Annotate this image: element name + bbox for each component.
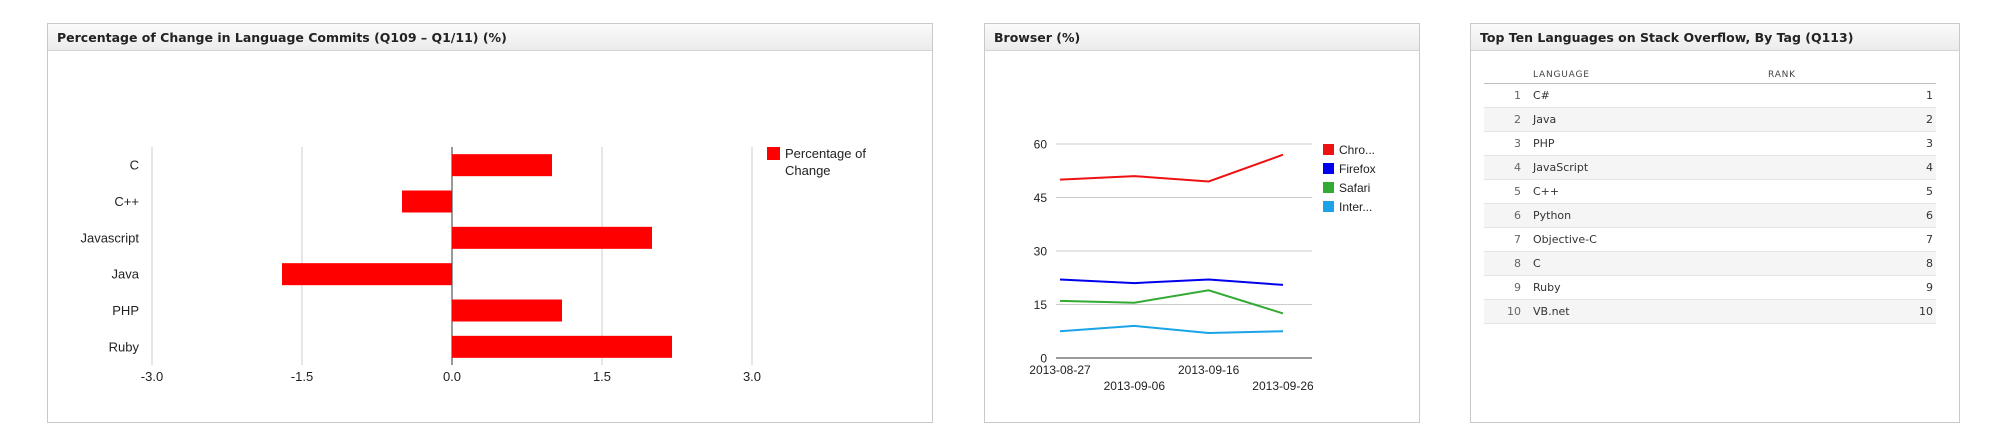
browser-line-chart: 0 15 30 45 60 2013-08-27 2013-09-06 2013-09-16 2… — [1029, 138, 1376, 394]
table-row: 3 PHP 3 — [1484, 131, 1936, 156]
row-rank: 4 — [1768, 155, 1936, 180]
series-line — [1059, 324, 1284, 335]
category-label: C — [130, 158, 139, 173]
legend-swatch — [1323, 201, 1334, 212]
table-header-row: LANGUAGE RANK — [1484, 66, 1936, 84]
row-index: 9 — [1484, 275, 1533, 300]
languages-table: LANGUAGE RANK 1 C# 1 2 Java 2 3 PHP 3 4 JavaScript… — [1484, 66, 1936, 324]
row-index: 1 — [1484, 83, 1533, 108]
y-tick-label: 60 — [1034, 138, 1048, 152]
category-label: Java — [112, 267, 140, 282]
category-label: Ruby — [109, 339, 140, 354]
legend-label: Safari — [1339, 181, 1370, 195]
x-tick-label: 0.0 — [443, 369, 461, 384]
x-tick-label: 3.0 — [743, 369, 761, 384]
bar — [402, 190, 452, 213]
x-tick-label: 2013-09-06 — [1104, 379, 1166, 393]
legend-swatch — [1323, 182, 1334, 193]
category-label: C++ — [114, 194, 139, 209]
y-tick-label: 30 — [1034, 245, 1048, 259]
x-tick-label: 2013-09-16 — [1178, 363, 1240, 377]
legend-label: Inter... — [1339, 200, 1372, 214]
x-tick-label: -3.0 — [141, 369, 163, 384]
browser-widget: Browser (%) 0 15 30 45 60 2013-08-27 2013-09-0… — [984, 23, 1420, 423]
table-row: 1 C# 1 — [1484, 83, 1936, 108]
legend-label: Chro... — [1339, 143, 1375, 157]
table-row: 2 Java 2 — [1484, 107, 1936, 132]
row-index: 4 — [1484, 155, 1533, 180]
row-rank: 3 — [1768, 131, 1936, 156]
y-tick-label: 0 — [1040, 352, 1047, 366]
row-rank: 8 — [1768, 251, 1936, 276]
index-column-header — [1484, 66, 1533, 84]
bar — [452, 226, 652, 249]
row-rank: 2 — [1768, 107, 1936, 132]
row-index: 7 — [1484, 227, 1533, 252]
table-row: 6 Python 6 — [1484, 203, 1936, 228]
y-tick-label: 45 — [1034, 191, 1048, 205]
series-line — [1059, 278, 1284, 286]
row-rank: 10 — [1768, 299, 1936, 324]
row-language: Ruby — [1533, 275, 1768, 300]
row-language: Java — [1533, 107, 1768, 132]
row-rank: 5 — [1768, 179, 1936, 204]
legend-label: Change — [785, 163, 831, 178]
commits-widget: Percentage of Change in Language Commits… — [47, 23, 933, 423]
row-index: 10 — [1484, 299, 1533, 324]
row-language: C++ — [1533, 179, 1768, 204]
row-index: 2 — [1484, 107, 1533, 132]
x-tick-label: 1.5 — [593, 369, 611, 384]
row-index: 6 — [1484, 203, 1533, 228]
table-row: 9 Ruby 9 — [1484, 275, 1936, 300]
table-row: 10 VB.net 10 — [1484, 299, 1936, 324]
table-row: 4 JavaScript 4 — [1484, 155, 1936, 180]
legend-label: Percentage of — [785, 146, 866, 161]
table-row: 5 C++ 5 — [1484, 179, 1936, 204]
languages-widget: Top Ten Languages on Stack Overflow, By … — [1470, 23, 1960, 423]
row-language: VB.net — [1533, 299, 1768, 324]
row-language: JavaScript — [1533, 155, 1768, 180]
legend-swatch — [1323, 163, 1334, 174]
series-line — [1059, 289, 1284, 315]
legend-swatch — [1323, 144, 1334, 155]
rank-column-header[interactable]: RANK — [1768, 66, 1936, 84]
bar — [452, 154, 552, 177]
row-rank: 1 — [1768, 83, 1936, 108]
row-language: Python — [1533, 203, 1768, 228]
legend-label: Firefox — [1339, 162, 1376, 176]
commits-widget-title: Percentage of Change in Language Commits… — [48, 24, 932, 51]
table-row: 7 Objective-C 7 — [1484, 227, 1936, 252]
x-tick-label: -1.5 — [291, 369, 313, 384]
row-rank: 7 — [1768, 227, 1936, 252]
bar — [452, 335, 672, 358]
bar — [282, 263, 452, 286]
y-tick-label: 15 — [1034, 298, 1048, 312]
row-language: C# — [1533, 83, 1768, 108]
row-language: C — [1533, 251, 1768, 276]
row-language: Objective-C — [1533, 227, 1768, 252]
legend-swatch — [767, 147, 780, 160]
category-label: PHP — [112, 303, 139, 318]
language-column-header[interactable]: LANGUAGE — [1533, 66, 1768, 84]
commits-bar-chart: -3.0 -1.5 0.0 1.5 3.0 C C++ Javascript Java PHP Ru… — [80, 146, 866, 384]
row-index: 3 — [1484, 131, 1533, 156]
row-rank: 6 — [1768, 203, 1936, 228]
x-tick-label: 2013-08-27 — [1029, 363, 1091, 377]
languages-widget-title: Top Ten Languages on Stack Overflow, By … — [1471, 24, 1959, 51]
category-label: Javascript — [80, 230, 139, 245]
browser-widget-title: Browser (%) — [985, 24, 1419, 51]
row-index: 8 — [1484, 251, 1533, 276]
bar — [452, 299, 562, 322]
series-line — [1059, 153, 1284, 183]
row-index: 5 — [1484, 179, 1533, 204]
row-rank: 9 — [1768, 275, 1936, 300]
row-language: PHP — [1533, 131, 1768, 156]
x-tick-label: 2013-09-26 — [1252, 379, 1314, 393]
